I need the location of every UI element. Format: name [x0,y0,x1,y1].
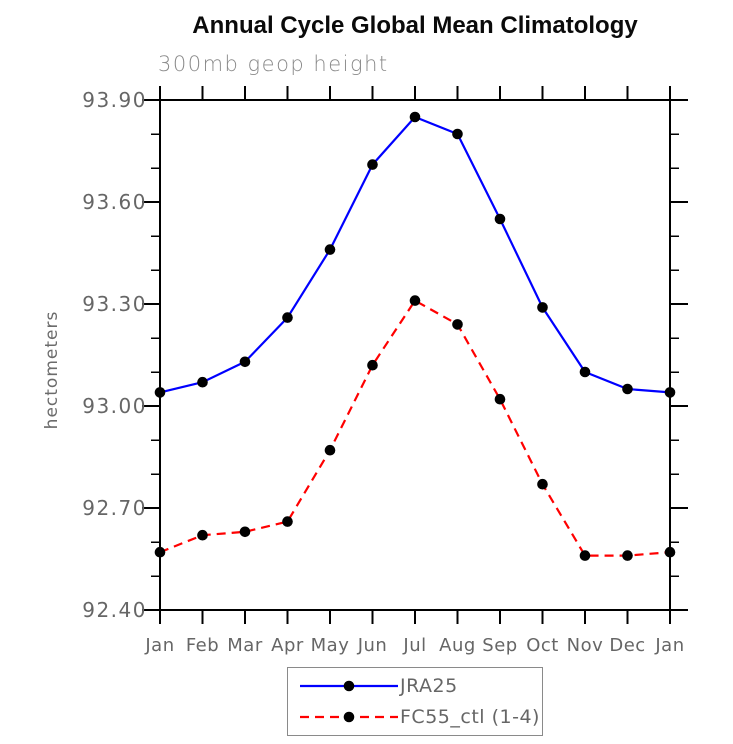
series-line-0 [159,115,671,394]
data-point-marker [622,383,633,395]
x-tick-label: May [311,635,350,656]
x-tick-label: Feb [186,635,219,656]
x-tick-label: Jan [654,635,684,656]
data-point-marker [282,312,293,323]
series-line-1 [159,299,671,557]
data-point-marker [452,128,463,140]
x-tick-label: Jan [144,635,174,656]
series-markers-1 [154,295,676,561]
legend-label-fc55: FC55_ctl (1-4) [400,706,540,728]
data-point-marker [537,478,548,490]
data-point-marker [239,356,251,368]
x-tick-label: Dec [609,635,645,656]
legend: JRA25 FC55_ctl (1-4) [287,667,543,736]
data-point-marker [282,516,293,527]
data-point-marker [239,526,251,538]
data-point-marker [579,366,591,378]
chart-subtitle: 300mb geop height [158,52,389,76]
x-tick-label: Jul [402,635,426,656]
data-point-marker [494,213,506,225]
x-tick-label: Apr [271,635,304,656]
y-tick-label: 92.70 [82,496,147,520]
data-point-marker [324,244,336,255]
y-tick-label: 93.60 [82,190,147,214]
x-tick-label: Jun [357,635,388,656]
data-point-marker [537,302,548,313]
data-point-marker [452,319,463,330]
x-tick-label: Mar [227,635,263,656]
chart-title: Annual Cycle Global Mean Climatology [192,12,638,39]
legend-label-jra25: JRA25 [400,675,458,697]
y-tick-label: 93.00 [82,394,147,418]
data-point-marker [367,159,378,170]
data-point-marker [324,444,336,456]
axis-tick-labels: 93.90 93.60 93.30 93.00 92.70 92.40 Jan Feb Mar A… [82,88,684,656]
legend-item-fc55: FC55_ctl (1-4) [298,704,542,730]
data-point-marker [622,550,633,561]
data-point-marker [494,393,506,405]
series-markers-0 [154,111,676,398]
x-tick-label: Aug [439,635,476,656]
data-point-marker [197,529,208,541]
data-point-marker [154,387,166,398]
y-tick-label: 92.40 [82,598,147,622]
axis-ticks [142,86,688,624]
legend-line-sample-solid [300,680,398,692]
data-point-marker [409,111,421,123]
y-tick-label: 93.90 [82,88,147,112]
x-tick-label: Nov [567,635,604,656]
x-tick-label: Oct [526,635,559,656]
legend-line-sample-dashed [300,711,398,723]
data-point-marker [664,546,676,558]
legend-item-jra25: JRA25 [298,673,542,699]
data-point-marker [409,295,421,306]
data-point-marker [197,376,208,388]
data-point-marker [367,359,378,371]
x-tick-label: Sep [482,635,517,656]
legend-marker-dot [343,711,355,723]
y-tick-label: 93.30 [82,292,147,316]
data-point-marker [154,546,166,558]
data-point-marker [664,387,676,398]
data-point-marker [579,550,591,561]
plot-border [159,99,671,611]
legend-marker-dot [343,680,355,692]
